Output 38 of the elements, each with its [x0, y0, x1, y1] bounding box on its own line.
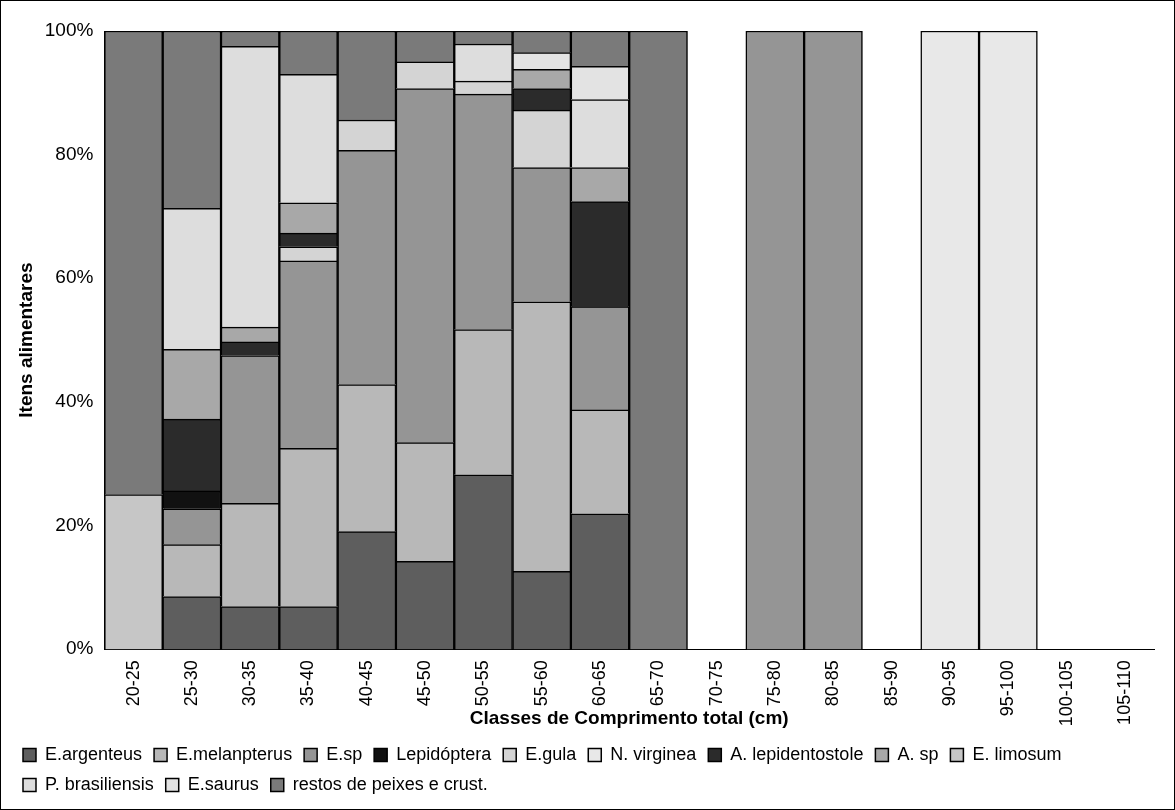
x-tick-label: 20-25 [122, 660, 143, 707]
x-tick-label: 60-65 [589, 660, 610, 707]
legend-label: E.saurus [187, 773, 259, 794]
legend-label: E.sp [326, 743, 363, 764]
x-tick-label: 45-50 [414, 660, 435, 707]
x-tick-label: 95-100 [997, 660, 1018, 717]
x-tick-label: 75-80 [763, 660, 784, 707]
legend-label: A. lepidentostole [730, 743, 864, 764]
y-axis-title: Itens alimentares [14, 262, 36, 418]
legend-label: E.argenteus [45, 743, 143, 764]
y-tick-label: 100% [44, 19, 94, 41]
x-tick-label: 70-75 [705, 660, 726, 707]
y-tick-label: 60% [55, 266, 94, 288]
y-tick-label: 0% [65, 637, 94, 659]
x-tick-label: 40-45 [355, 660, 376, 707]
legend-label: E.melanpterus [176, 743, 293, 764]
legend-label: N. virginea [610, 743, 698, 764]
legend-label: Lepidóptera [396, 743, 493, 764]
y-tick-label: 80% [55, 142, 94, 164]
x-tick-label: 25-30 [180, 660, 201, 707]
x-tick-label: 100-105 [1055, 660, 1076, 727]
x-tick-label: 30-35 [239, 660, 260, 707]
x-tick-label: 50-55 [472, 660, 493, 707]
x-tick-label: 105-110 [1113, 660, 1134, 725]
x-tick-label: 85-90 [880, 660, 901, 707]
legend-label: restos de peixes e crust. [292, 773, 488, 794]
legend-label: A. sp [897, 743, 939, 764]
x-tick-label: 80-85 [822, 660, 843, 707]
x-tick-label: 65-70 [647, 660, 668, 707]
legend-label: E.gula [525, 743, 578, 764]
x-tick-label: 55-60 [530, 660, 551, 707]
legend-label: P. brasiliensis [45, 773, 154, 794]
x-tick-label: 90-95 [938, 660, 959, 707]
y-tick-label: 20% [55, 513, 94, 535]
legend-label: E. limosum [972, 743, 1062, 764]
y-tick-label: 40% [55, 390, 94, 412]
x-tick-label: 35-40 [297, 660, 318, 707]
x-axis-title: Classes de Comprimento total (cm) [469, 706, 789, 728]
